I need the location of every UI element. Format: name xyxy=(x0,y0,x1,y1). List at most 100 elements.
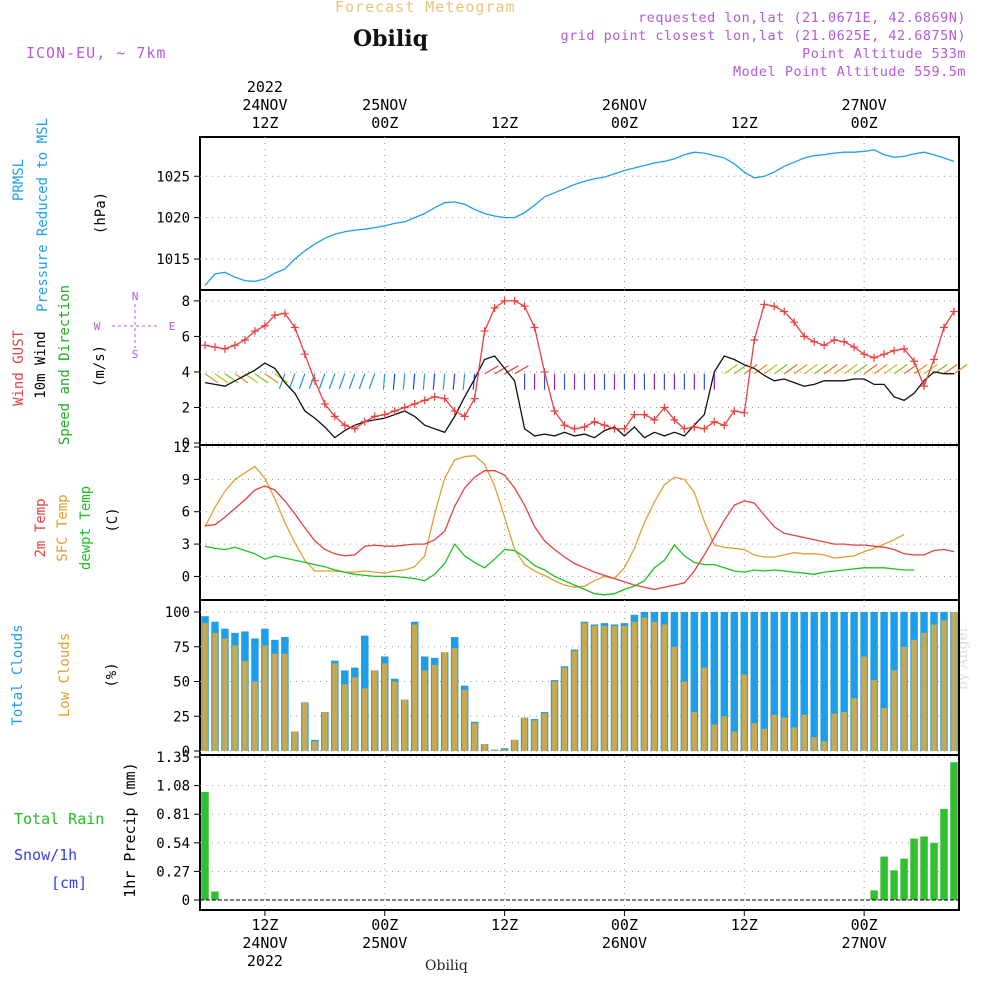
low-cloud-bar xyxy=(282,653,288,751)
low-cloud-bar xyxy=(382,663,388,751)
wind-direction-arrow xyxy=(328,373,336,389)
total-cloud-bar xyxy=(780,612,788,751)
wind-direction-arrow xyxy=(234,373,249,384)
compass-n: N xyxy=(132,290,139,303)
low-cloud-bar xyxy=(831,713,837,751)
low-cloud-bar xyxy=(352,677,358,751)
gust-marker xyxy=(560,421,569,430)
gust-marker xyxy=(710,417,719,426)
gust-marker xyxy=(350,424,359,433)
gridpoint-coords: grid point closest lon,lat (21.0625E, 42… xyxy=(560,28,966,44)
gust-marker xyxy=(860,350,869,359)
top-axis-label: 2022 xyxy=(247,78,283,96)
wind-direction-arrow xyxy=(442,373,446,390)
total-cloud-bar xyxy=(840,612,848,751)
gust-marker xyxy=(390,407,399,416)
total-cloud-bar xyxy=(770,612,778,751)
y-tick-label-wind: 8 xyxy=(182,294,190,310)
low-cloud-bar xyxy=(571,650,578,751)
low-cloud-bar xyxy=(801,714,807,751)
wind-direction-arrow xyxy=(254,373,269,384)
gust-marker xyxy=(830,335,839,344)
low-cloud-bar xyxy=(272,653,278,751)
low-cloud-bar xyxy=(561,667,568,751)
low-cloud-bar xyxy=(741,674,748,751)
bottom-axis-label: 2022 xyxy=(247,952,283,970)
ylabel-prmsl: PRMSL xyxy=(11,159,27,201)
gust-marker xyxy=(200,341,209,350)
gust-marker xyxy=(740,408,749,417)
gust-marker xyxy=(570,424,579,433)
ylabel-pressure-msl: Pressure Reduced to MSL xyxy=(35,118,51,312)
low-cloud-bar xyxy=(212,632,218,751)
gust-marker xyxy=(920,382,929,391)
wind-direction-arrow xyxy=(382,373,386,390)
total-cloud-bar xyxy=(760,612,769,751)
low-cloud-bar xyxy=(441,652,448,751)
low-cloud-bar xyxy=(501,749,508,751)
gust-marker xyxy=(240,335,249,344)
gust-marker xyxy=(320,399,329,408)
gust-marker xyxy=(750,335,759,344)
label-total-rain: Total Rain xyxy=(14,810,104,828)
ylabel-dewpt-temp: dewpt Temp xyxy=(78,486,94,570)
wind-direction-arrow xyxy=(953,364,968,375)
low-cloud-bar xyxy=(761,728,768,751)
gust-marker xyxy=(610,424,619,433)
y-tick-label-precip: 1.35 xyxy=(156,750,190,766)
wind-direction-arrow xyxy=(224,373,239,384)
top-axis-label: 12Z xyxy=(731,114,758,132)
gust-marker xyxy=(760,300,769,309)
low-cloud-bar xyxy=(891,670,897,751)
bottom-axis-label: 12Z xyxy=(491,916,518,934)
gust-marker xyxy=(690,423,699,432)
rain-bar xyxy=(950,762,958,900)
ylabel-speed-direction: Speed and Direction xyxy=(57,285,73,445)
gust-marker xyxy=(900,344,909,353)
wind-direction-arrow xyxy=(873,364,888,375)
low-cloud-bar xyxy=(811,737,817,751)
y-tick-label-clouds: 25 xyxy=(173,709,190,725)
wind-direction-arrow xyxy=(863,364,878,375)
wind-direction-arrow xyxy=(288,373,296,389)
total-cloud-bar xyxy=(730,612,739,751)
ylabel-percent: (%) xyxy=(104,662,120,687)
total-cloud-bar xyxy=(720,612,729,751)
ylabel-2m-temp: 2m Temp xyxy=(33,498,49,557)
low-cloud-bar xyxy=(511,739,518,751)
ylabel-c: (C) xyxy=(105,507,121,532)
low-cloud-bar xyxy=(851,698,857,751)
wind-direction-arrow xyxy=(853,364,868,375)
wind-direction-arrow xyxy=(264,373,279,384)
pressure-line xyxy=(204,149,955,286)
gust-marker xyxy=(940,323,949,332)
low-cloud-bar xyxy=(781,717,787,751)
y-tick-label-temperature: 6 xyxy=(182,505,190,521)
model-altitude: Model Point Altitude 559.5m xyxy=(733,64,966,80)
wind-direction-arrow xyxy=(733,364,748,375)
low-cloud-bar xyxy=(791,727,797,751)
label-snow-1h: Snow/1h xyxy=(14,846,77,864)
low-cloud-bar xyxy=(292,731,298,751)
low-cloud-bar xyxy=(731,731,738,751)
y-tick-label-pressure: 1020 xyxy=(156,211,190,227)
y-tick-label-temperature: 12 xyxy=(173,440,190,456)
compass-s: S xyxy=(132,348,139,361)
gust-marker xyxy=(340,421,349,430)
gust-marker xyxy=(260,321,269,330)
gust-marker xyxy=(850,343,859,352)
gust-marker xyxy=(600,421,609,430)
y-tick-label-precip: 0.54 xyxy=(156,836,190,852)
wind-direction-arrow xyxy=(763,364,778,375)
compass-w: W xyxy=(94,320,101,333)
wind-direction-arrow xyxy=(893,364,908,375)
low-cloud-bar xyxy=(222,638,228,751)
low-cloud-bar xyxy=(661,624,668,751)
bottom-axis-label: 00Z xyxy=(611,916,638,934)
total-cloud-bar xyxy=(880,612,888,751)
low-cloud-bar xyxy=(631,621,638,751)
meteogram-title: Forecast Meteogram xyxy=(335,0,516,16)
gust-marker xyxy=(890,346,899,355)
low-cloud-bar xyxy=(611,625,618,751)
wind-direction-arrow xyxy=(484,365,499,375)
